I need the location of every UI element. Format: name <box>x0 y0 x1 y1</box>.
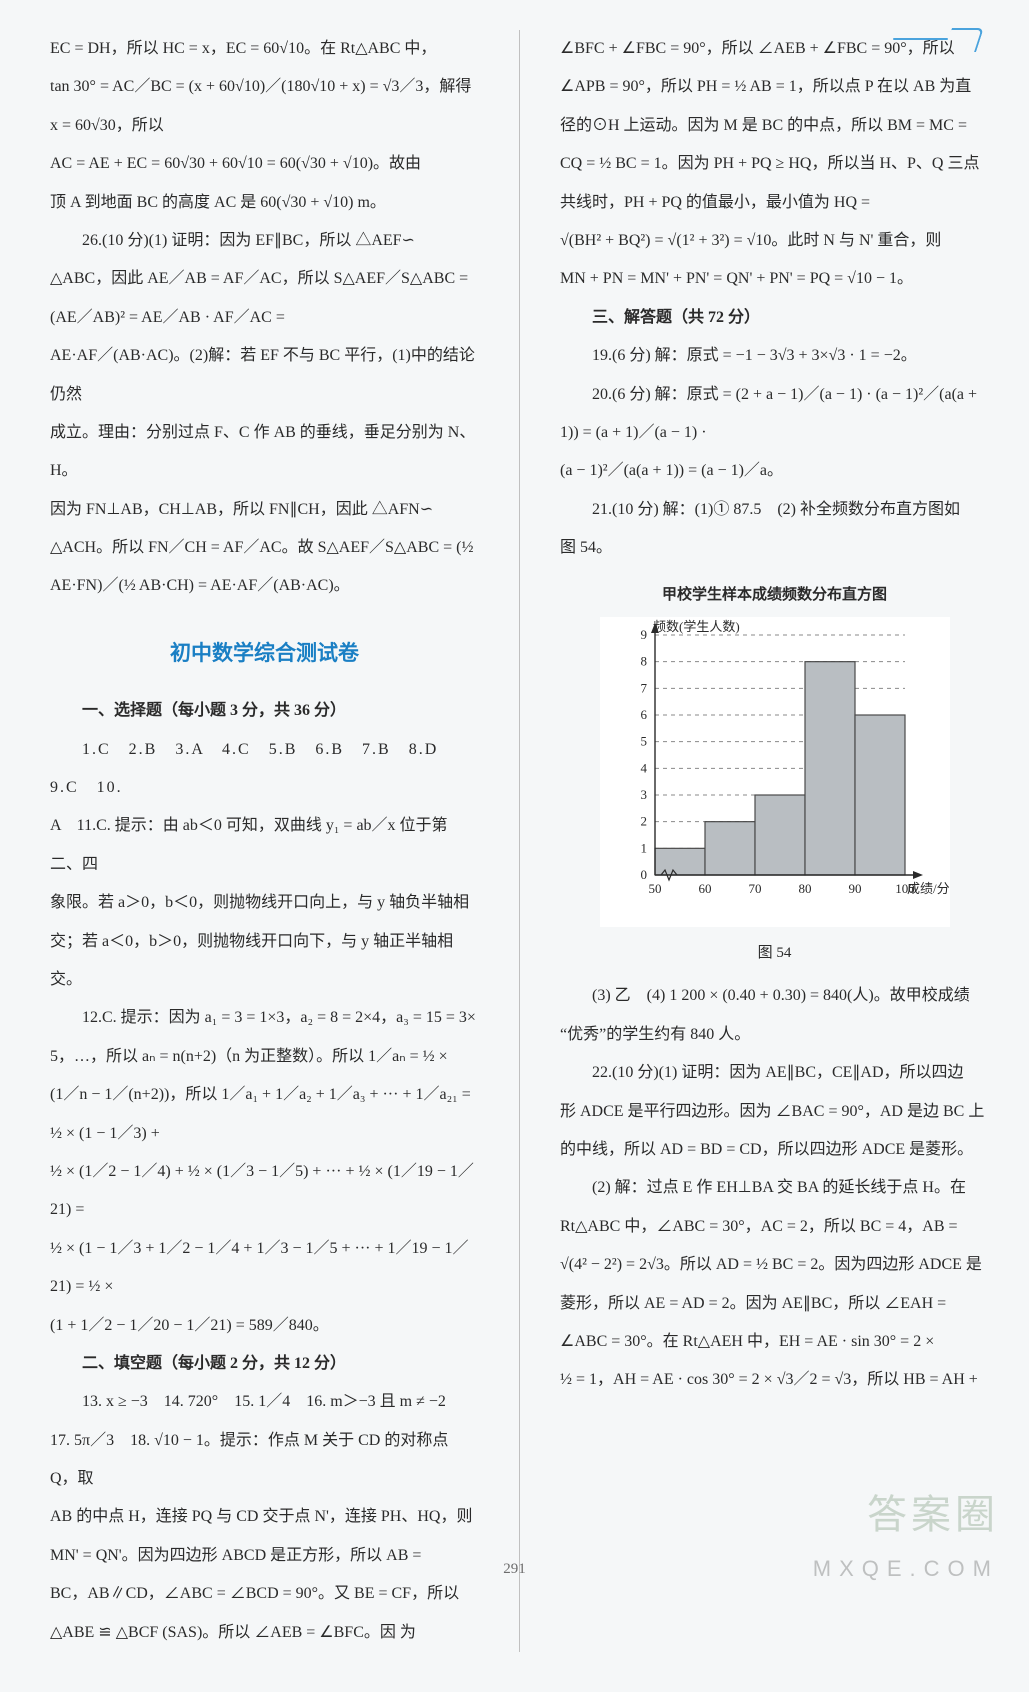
text-line: (2) 解：过点 E 作 EH⊥BA 交 BA 的延长线于点 H。在 <box>560 1169 989 1207</box>
svg-text:2: 2 <box>640 814 647 829</box>
svg-text:90: 90 <box>848 881 861 896</box>
text-line: ½ = 1，AH = AE · cos 30° = 2 × √3／2 = √3，… <box>560 1361 989 1399</box>
text-line: √(4² − 2²) = 2√3。所以 AD = ½ BC = 2。因为四边形 … <box>560 1246 989 1284</box>
section-a-head: 一、选择题（每小题 3 分，共 36 分） <box>50 692 479 730</box>
text-line: A 11.C. 提示：由 ab＜0 可知，双曲线 y₁ = ab／x 位于第二、… <box>50 807 479 884</box>
text-line: 20.(6 分) 解：原式 = (2 + a − 1)／(a − 1) · (a… <box>560 376 989 453</box>
histogram-figure: 甲校学生样本成绩频数分布直方图 频数(学生人数)1234567890506070… <box>560 577 989 971</box>
text-line: ½ × (1 − 1／3 + 1／2 − 1／4 + 1／3 − 1／5 + ·… <box>50 1230 479 1307</box>
section-c-head: 三、解答题（共 72 分） <box>560 299 989 337</box>
text-line: 26.(10 分)(1) 证明：因为 EF∥BC，所以 △AEF∽ <box>50 222 479 260</box>
watermark-cn: 答案圈 <box>867 1482 999 1540</box>
text-line: 12.C. 提示：因为 a₁ = 3 = 1×3，a₂ = 8 = 2×4，a₃… <box>50 999 479 1037</box>
text-line: AB 的中点 H，连接 PQ 与 CD 交于点 N'，连接 PH、HQ，则 <box>50 1498 479 1536</box>
text-line: BC，AB∥CD，∠ABC = ∠BCD = 90°。又 BE = CF，所以 <box>50 1575 479 1613</box>
text-line: ∠ABC = 30°。在 Rt△AEH 中，EH = AE · sin 30° … <box>560 1323 989 1361</box>
svg-text:7: 7 <box>640 681 647 696</box>
text-line: CQ = ½ BC = 1。因为 PH + PQ ≥ HQ，所以当 H、P、Q … <box>560 145 989 183</box>
choice-answers: 1.C 2.B 3.A 4.C 5.B 6.B 7.B 8.D 9.C 10. <box>50 731 479 808</box>
text-line: MN' = QN'。因为四边形 ABCD 是正方形，所以 AB = <box>50 1537 479 1575</box>
svg-text:4: 4 <box>640 761 647 776</box>
column-divider <box>519 30 520 1652</box>
svg-text:70: 70 <box>748 881 761 896</box>
text-line: 17. 5π／3 18. √10 − 1。提示：作点 M 关于 CD 的对称点 … <box>50 1422 479 1499</box>
text-line: 成立。理由：分别过点 F、C 作 AB 的垂线，垂足分别为 N、H。 <box>50 414 479 491</box>
text-line: AC = AE + EC = 60√30 + 60√10 = 60(√30 + … <box>50 145 479 183</box>
header-logo <box>893 24 983 54</box>
text-line: 的中线，所以 AD = BD = CD，所以四边形 ADCE 是菱形。 <box>560 1131 989 1169</box>
svg-text:8: 8 <box>640 654 647 669</box>
svg-text:5: 5 <box>640 734 647 749</box>
watermark-url: MXQE.COM <box>813 1556 999 1582</box>
svg-text:3: 3 <box>640 787 647 802</box>
text-line: 交；若 a＜0，b＞0，则抛物线开口向下，与 y 轴正半轴相交。 <box>50 923 479 1000</box>
page-body: EC = DH，所以 HC = x，EC = 60√10。在 Rt△ABC 中，… <box>0 0 1029 1692</box>
text-line: (a − 1)²／(a(a + 1)) = (a − 1)／a。 <box>560 452 989 490</box>
text-line: (1 + 1／2 − 1／20 − 1／21) = 589／840。 <box>50 1307 479 1345</box>
text-line: 共线时，PH + PQ 的值最小，最小值为 HQ = <box>560 184 989 222</box>
text-line: AE·AF／(AB·AC)。(2)解：若 EF 不与 BC 平行，(1)中的结论… <box>50 337 479 414</box>
svg-text:60: 60 <box>698 881 711 896</box>
svg-text:0: 0 <box>640 867 647 882</box>
text-line: Rt△ABC 中，∠ABC = 30°，AC = 2，所以 BC = 4，AB … <box>560 1208 989 1246</box>
text-line: ½ × (1／2 − 1／4) + ½ × (1／3 − 1／5) + ··· … <box>50 1153 479 1230</box>
left-column: EC = DH，所以 HC = x，EC = 60√10。在 Rt△ABC 中，… <box>50 30 489 1652</box>
svg-text:80: 80 <box>798 881 811 896</box>
text-line: √(BH² + BQ²) = √(1² + 3²) = √10。此时 N 与 N… <box>560 222 989 260</box>
text-line: EC = DH，所以 HC = x，EC = 60√10。在 Rt△ABC 中， <box>50 30 479 68</box>
fill-answers: 13. x ≥ −3 14. 720° 15. 1／4 16. m＞−3 且 m… <box>50 1383 479 1421</box>
text-line: “优秀”的学生约有 840 人。 <box>560 1016 989 1054</box>
svg-text:频数(学生人数): 频数(学生人数) <box>653 619 740 634</box>
text-line: 5，…，所以 aₙ = n(n+2)（n 为正整数）。所以 1／aₙ = ½ × <box>50 1038 479 1076</box>
text-line: (1／n − 1／(n+2))，所以 1／a₁ + 1／a₂ + 1／a₃ + … <box>50 1076 479 1153</box>
page-number: 291 <box>503 1561 526 1578</box>
text-line: (3) 乙 (4) 1 200 × (0.40 + 0.30) = 840(人)… <box>560 977 989 1015</box>
chart-caption: 图 54 <box>560 935 989 971</box>
svg-text:成绩/分: 成绩/分 <box>907 881 950 896</box>
histogram-svg: 频数(学生人数)12345678905060708090100成绩/分 <box>600 617 950 927</box>
text-line: △ABE ≌ △BCF (SAS)。所以 ∠AEB = ∠BFC。因 为 <box>50 1614 479 1652</box>
text-line: 19.(6 分) 解：原式 = −1 − 3√3 + 3×√3 · 1 = −2… <box>560 337 989 375</box>
text-line: 菱形，所以 AE = AD = 2。因为 AE∥BC，所以 ∠EAH = <box>560 1285 989 1323</box>
text-line: tan 30° = AC／BC = (x + 60√10)／(180√10 + … <box>50 68 479 145</box>
text-line: MN + PN = MN' + PN' = QN' + PN' = PQ = √… <box>560 260 989 298</box>
text-line: 顶 A 到地面 BC 的高度 AC 是 60(√30 + √10) m。 <box>50 184 479 222</box>
chart-title: 甲校学生样本成绩频数分布直方图 <box>560 577 989 613</box>
text-line: ∠APB = 90°，所以 PH = ½ AB = 1，所以点 P 在以 AB … <box>560 68 989 106</box>
svg-text:50: 50 <box>648 881 661 896</box>
text-line: 图 54。 <box>560 529 989 567</box>
right-column: ∠BFC + ∠FBC = 90°，所以 ∠AEB + ∠FBC = 90°，所… <box>550 30 989 1652</box>
svg-text:6: 6 <box>640 707 647 722</box>
text-line: △ACH。所以 FN／CH = AF／AC。故 S△AEF／S△ABC = (½… <box>50 529 479 606</box>
text-line: 径的⊙H 上运动。因为 M 是 BC 的中点，所以 BM = MC = <box>560 107 989 145</box>
text-line: △ABC，因此 AE／AB = AF／AC，所以 S△AEF／S△ABC = (… <box>50 260 479 337</box>
section-b-head: 二、填空题（每小题 2 分，共 12 分） <box>50 1345 479 1383</box>
text-line: 22.(10 分)(1) 证明：因为 AE∥BC，CE∥AD，所以四边 <box>560 1054 989 1092</box>
text-line: 形 ADCE 是平行四边形。因为 ∠BAC = 90°，AD 是边 BC 上 <box>560 1093 989 1131</box>
text-line: 因为 FN⊥AB，CH⊥AB，所以 FN∥CH，因此 △AFN∽ <box>50 491 479 529</box>
svg-text:9: 9 <box>640 627 647 642</box>
text-line: 象限。若 a＞0，b＜0，则抛物线开口向上，与 y 轴负半轴相 <box>50 884 479 922</box>
text-line: 21.(10 分) 解：(1)① 87.5 (2) 补全频数分布直方图如 <box>560 491 989 529</box>
svg-text:1: 1 <box>640 841 647 856</box>
test-title: 初中数学综合测试卷 <box>50 628 479 678</box>
